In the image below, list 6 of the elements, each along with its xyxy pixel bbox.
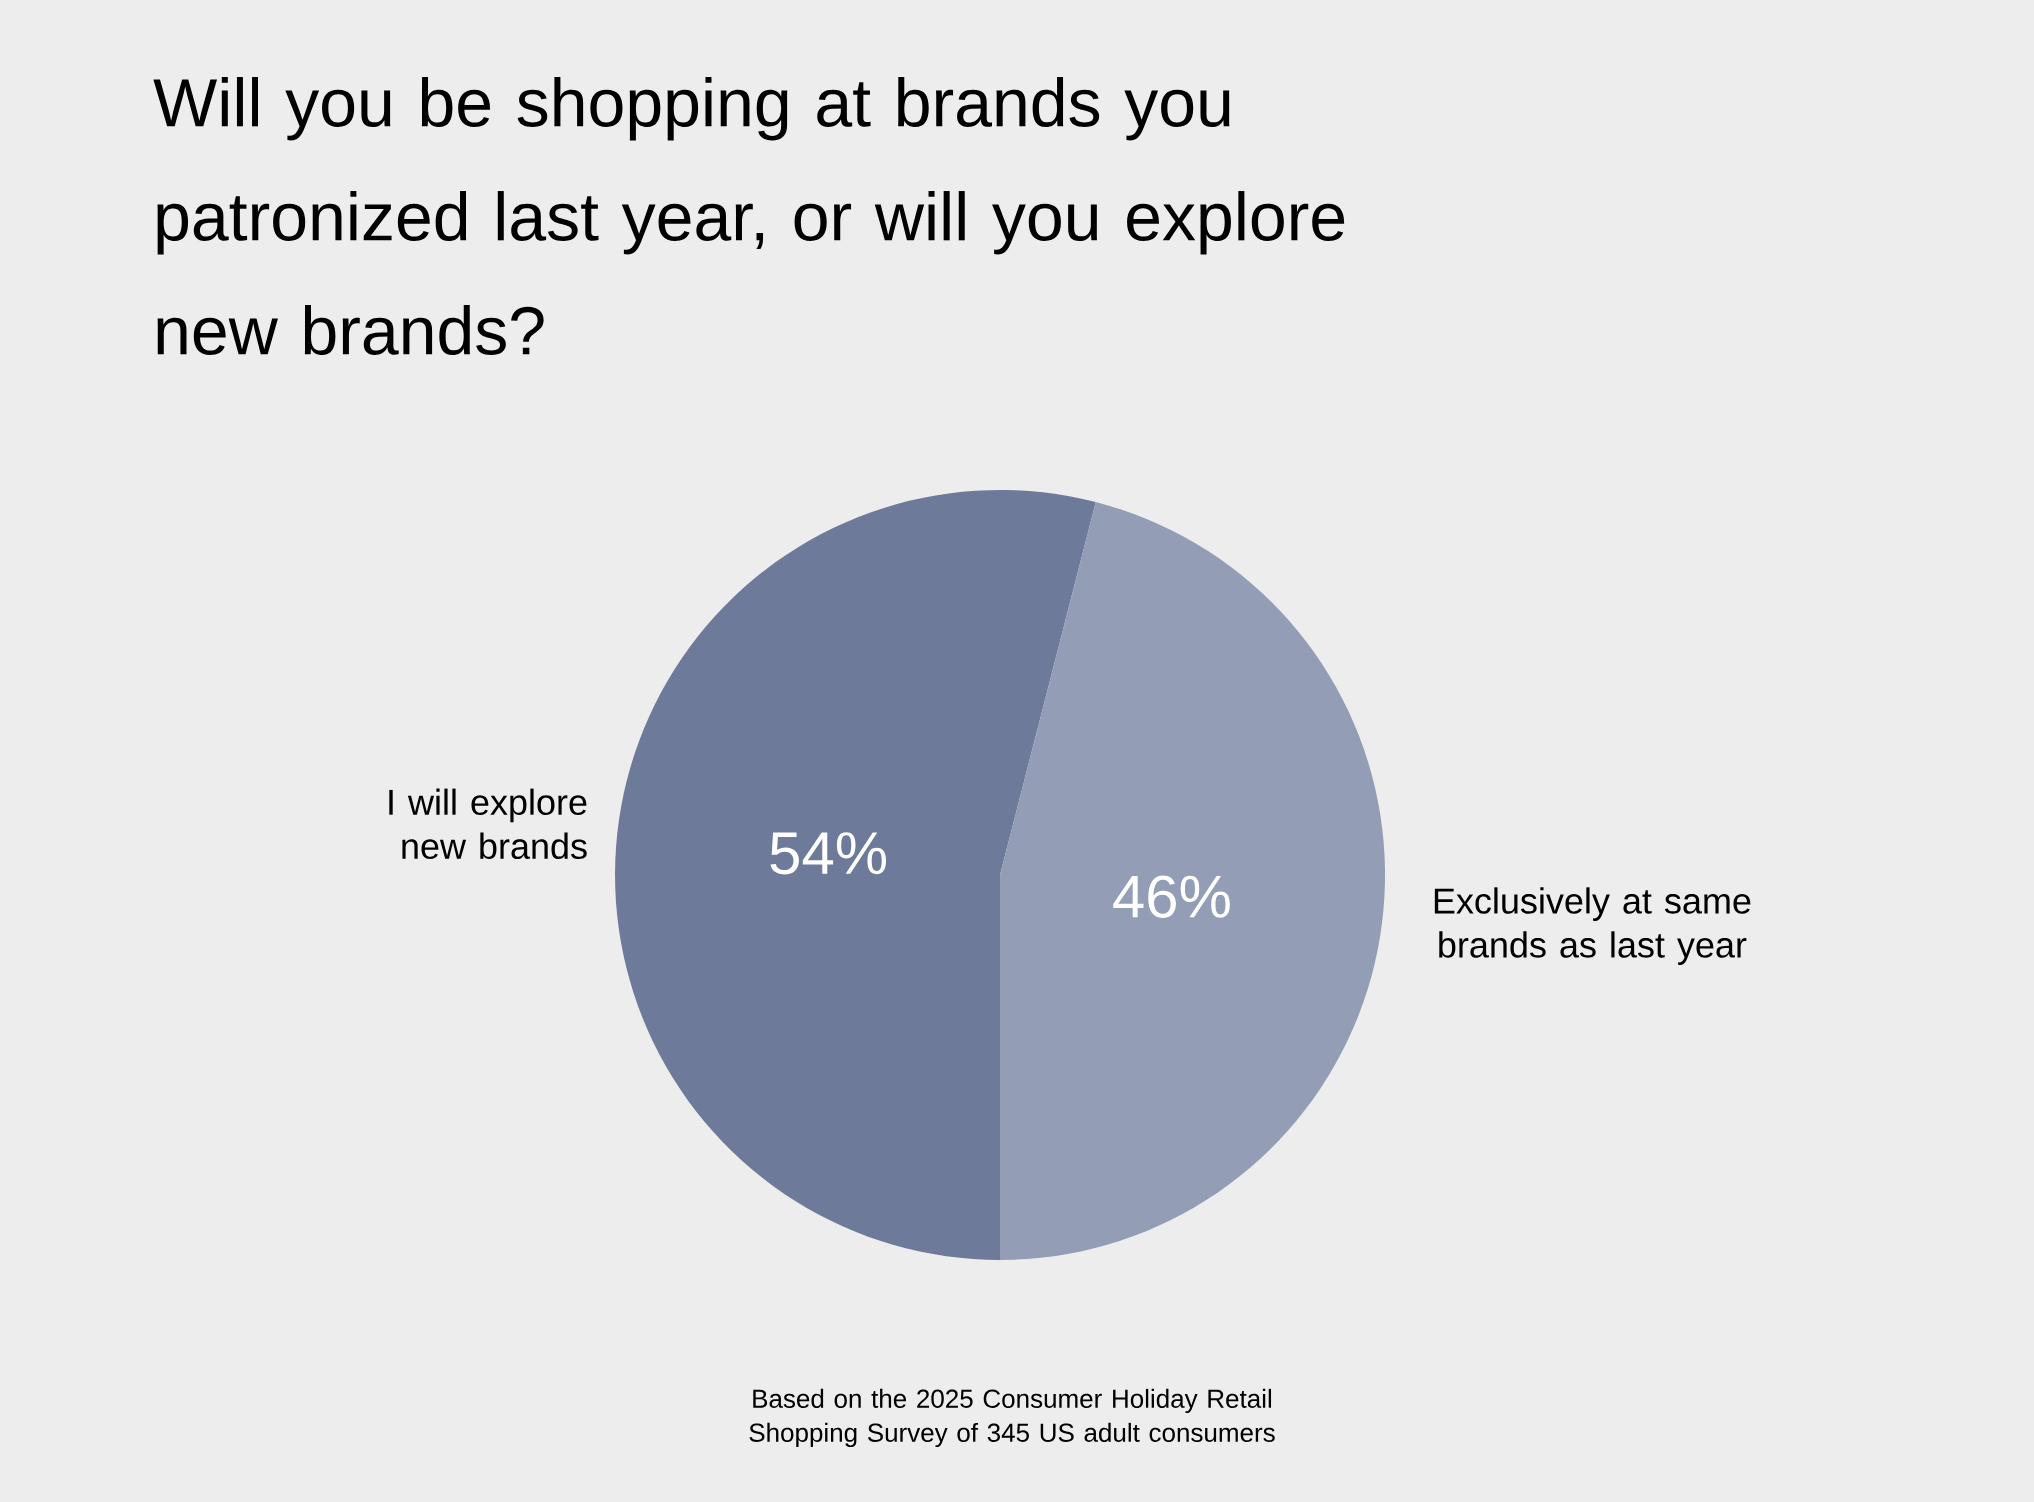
data-label: 46% <box>1113 875 1230 918</box>
slice-label: I will explore new brands <box>389 788 587 860</box>
data-label: 54% <box>770 832 887 875</box>
chart-title: Will you be shopping at brands you patronized last year, or will you explore new brands? <box>153 77 1345 355</box>
slice-label: Exclusively at same brands as last year <box>1434 887 1751 965</box>
text: Based on the 2025 Consumer Holiday Retail Shopping Survey of 345 US adult consumers <box>749 1388 1275 1448</box>
